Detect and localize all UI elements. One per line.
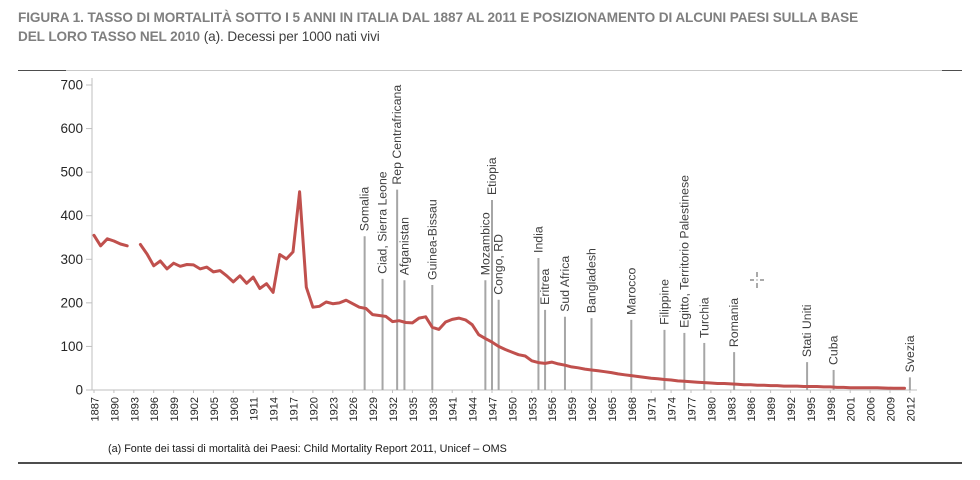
x-axis-label: 1923 [328, 397, 340, 421]
country-marker-label: Stati Uniti [800, 304, 814, 357]
country-marker-label: Svezia [903, 335, 917, 372]
italy-mortality-line [92, 190, 906, 390]
country-marker-label: India [531, 226, 545, 253]
x-axis-label: 2009 [886, 397, 898, 421]
y-axis-labels: 0 100 200 300 400 500 600 700 [60, 78, 83, 398]
country-marker-label: Sud Africa [558, 256, 572, 312]
x-axis-label: 1890 [109, 397, 121, 421]
x-axis-label: 1944 [468, 397, 480, 421]
x-axis-label: 1992 [786, 397, 798, 421]
x-axis-label: 1920 [308, 397, 320, 421]
axes [86, 78, 917, 393]
x-axis-label: 1941 [448, 397, 460, 421]
bottom-rule [18, 462, 962, 464]
x-axis-label: 1893 [129, 397, 141, 421]
country-marker-label: Cuba [827, 335, 841, 365]
x-axis-label: 1977 [687, 397, 699, 421]
x-axis-label: 1908 [229, 397, 241, 421]
x-axis-label: 1950 [507, 397, 519, 421]
country-marker-label: Congo, RD [492, 234, 506, 295]
figure-title-line1: FIGURA 1. TASSO DI MORTALITÀ SOTTO I 5 A… [18, 10, 859, 25]
country-marker-label: Filippine [657, 279, 671, 325]
country-marker-label: Ciad, Sierra Leone [376, 171, 390, 274]
x-axis-label: 1929 [368, 397, 380, 421]
figure-footnote: (a) Fonte dei tassi di mortalità dei Pae… [108, 443, 507, 455]
x-axis-label: 1965 [607, 397, 619, 421]
mouse-cursor-crosshair [750, 272, 764, 288]
y-axis-label: 300 [60, 252, 83, 267]
footnote-reference: (a). [203, 29, 224, 45]
x-axis-labels: 1887 1890 1893 1896 1899 1902 1905 1908 1911 1914… [90, 397, 918, 421]
x-axis-label: 1980 [706, 397, 718, 421]
x-axis-label: 1974 [667, 397, 679, 421]
country-marker-label: Turchia [697, 297, 711, 338]
x-axis-label: 2001 [846, 397, 858, 421]
x-axis-label: 1905 [209, 397, 221, 421]
x-axis-label: 1914 [269, 397, 281, 421]
country-marker-label: Eritrea [538, 268, 552, 304]
x-axis-label: 1887 [90, 397, 102, 421]
y-axis-label: 700 [60, 78, 83, 93]
y-axis-label: 600 [60, 121, 83, 136]
x-axis-label: 1986 [746, 397, 758, 421]
x-axis-label: 1899 [169, 397, 181, 421]
x-axis-label: 1983 [726, 397, 738, 421]
x-axis-label: 1998 [826, 397, 838, 421]
country-marker-label: Bangladesh [585, 248, 599, 313]
country-marker-label: Rep Centrafricana [390, 85, 404, 185]
x-axis-label: 2006 [866, 397, 878, 421]
x-axis-label: 1938 [428, 397, 440, 421]
x-axis-label: 1953 [527, 397, 539, 421]
x-axis-label: 1917 [289, 397, 301, 421]
x-axis-label: 1896 [149, 397, 161, 421]
figure-title-line2: DEL LORO TASSO NEL 2010 [18, 29, 201, 45]
top-rule [18, 70, 962, 71]
y-axis-label: 100 [60, 339, 83, 354]
x-axis-label: 1932 [388, 397, 400, 421]
country-marker-label: Mozambico [478, 212, 492, 275]
y-axis-label: 0 [75, 383, 83, 398]
x-axis-label: 1947 [488, 397, 500, 421]
x-axis-label: 1926 [348, 397, 360, 421]
x-axis-label: 1968 [627, 397, 639, 421]
y-axis-label: 500 [60, 165, 83, 180]
figure-subtitle: Decessi per 1000 nati vivi [227, 29, 380, 45]
country-marker-label: Guinea-Bissau [425, 199, 439, 280]
x-axis-label: 1989 [766, 397, 778, 421]
x-axis-label: 1902 [189, 397, 201, 421]
country-marker-label: Afganistan [397, 217, 411, 275]
country-marker-label: Etiopia [485, 157, 499, 195]
top-rule-right-cap [942, 70, 962, 71]
country-marker-label: Marocco [624, 268, 638, 315]
figure-title: FIGURA 1. TASSO DI MORTALITÀ SOTTO I 5 A… [18, 8, 968, 47]
country-marker-label: Egitto, Territorio Palestinese [677, 175, 691, 328]
x-axis-label: 1995 [806, 397, 818, 421]
x-axis-label: 1962 [587, 397, 599, 421]
top-rule-left-cap [18, 70, 66, 71]
x-axis-label: 2012 [905, 397, 917, 421]
country-marker-label: Somalia [358, 187, 372, 232]
x-axis-label: 1911 [249, 397, 261, 421]
x-axis-label: 1971 [647, 397, 659, 421]
x-axis-label: 1935 [408, 397, 420, 421]
y-axis-label: 400 [60, 208, 83, 223]
y-axis-label: 200 [60, 295, 83, 310]
x-axis-label: 1956 [547, 397, 559, 421]
x-axis-label: 1959 [567, 397, 579, 421]
country-marker-label: Romania [727, 298, 741, 347]
